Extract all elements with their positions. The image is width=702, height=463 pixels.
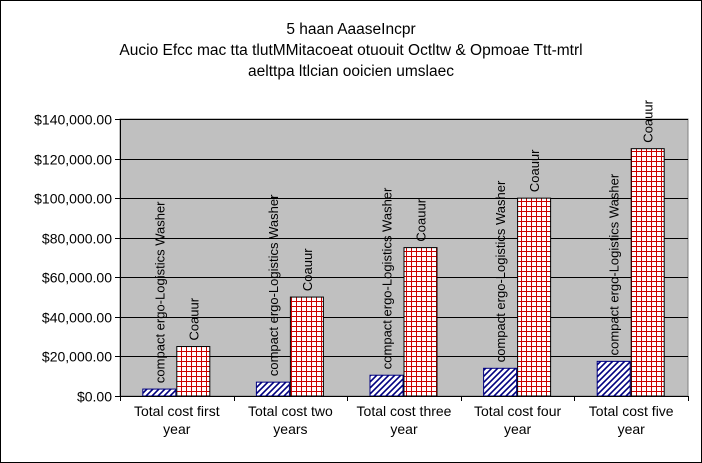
x-tick-label: year [618, 421, 646, 437]
data-label: Coauur [414, 198, 429, 241]
bar-washer [142, 388, 177, 397]
x-tick-label: Total cost first [134, 403, 220, 419]
data-label: compact ergo-Logistics Washer [266, 194, 281, 376]
y-tick-label: $120,000.00 [34, 152, 112, 168]
y-tick-label: $20,000.00 [42, 349, 112, 365]
data-label: Coauur [186, 297, 201, 340]
y-tick-label: $60,000.00 [42, 270, 112, 286]
bar-coauur [176, 346, 211, 397]
x-tick-label: years [273, 421, 307, 437]
x-tick-label: year [504, 421, 532, 437]
y-tick-label: $140,000.00 [34, 112, 112, 128]
x-tick-label: Total cost five [589, 403, 674, 419]
bar-coauur [403, 247, 438, 397]
y-tick-label: $0.00 [77, 389, 112, 405]
bar-coauur [289, 296, 324, 397]
data-label: compact ergo-Logistics Washer [380, 187, 395, 369]
data-label: Coauur [527, 149, 542, 192]
bar-washer [255, 381, 290, 397]
data-label: compact ergo-Logistics Washer [607, 173, 622, 355]
bar-washer [483, 367, 518, 397]
bar-washer [596, 360, 631, 397]
y-tick-label: $100,000.00 [34, 191, 112, 207]
data-label: compact ergo-Logistics Washer [152, 201, 167, 383]
x-tick-label: year [163, 421, 191, 437]
chart-title-line-1: 5 haan AaaseIncpr [286, 21, 416, 38]
y-tick-label: $80,000.00 [42, 231, 112, 247]
bar-coauur [630, 148, 665, 397]
chart-title: 5 haan AaaseIncpr Aucio Efcc mac tta tlu… [1, 19, 701, 82]
x-tick-label: Total cost three [357, 403, 452, 419]
bar-washer [369, 374, 404, 397]
data-label: Coauur [641, 99, 656, 142]
y-tick-label: $40,000.00 [42, 310, 112, 326]
data-label: compact ergo-Logistics Washer [493, 180, 508, 362]
chart-title-line-2: Aucio Efcc mac tta tlutMMitacoeat otuoui… [119, 42, 583, 59]
bar-coauur [517, 197, 552, 397]
x-tick-label: Total cost four [474, 403, 561, 419]
data-label: Coauur [300, 248, 315, 291]
chart-title-line-3: aelttpa ltlcian ooicien umslaec [248, 63, 454, 80]
x-tick-label: Total cost two [248, 403, 333, 419]
x-tick-label: year [390, 421, 418, 437]
